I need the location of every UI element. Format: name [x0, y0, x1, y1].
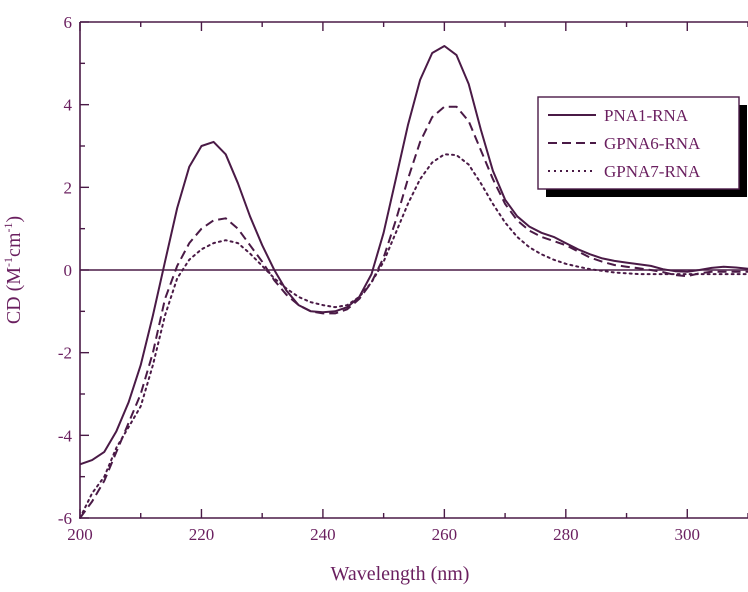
y-tick-label: 6 — [64, 13, 73, 32]
legend-label-gpna6-rna: GPNA6-RNA — [604, 134, 701, 153]
y-tick-label: -6 — [58, 509, 72, 528]
legend-label-pna1-rna: PNA1-RNA — [604, 106, 689, 125]
x-tick-label: 220 — [189, 525, 215, 544]
x-tick-label: 240 — [310, 525, 336, 544]
y-tick-label: -4 — [58, 426, 73, 445]
x-tick-label: 300 — [675, 525, 701, 544]
y-tick-label: 4 — [64, 96, 73, 115]
legend-label-gpna7-rna: GPNA7-RNA — [604, 162, 701, 181]
series-line-gpna6-rna — [79, 105, 748, 519]
legend-box — [537, 96, 740, 190]
series-line-gpna7-rna — [79, 153, 748, 519]
x-axis-label: Wavelength (nm) — [331, 563, 470, 585]
series-line-pna1-rna — [79, 45, 748, 466]
x-tick-label: 280 — [553, 525, 579, 544]
x-tick-label: 200 — [67, 525, 93, 544]
y-tick-label: 0 — [64, 261, 73, 280]
x-tick-label: 260 — [432, 525, 458, 544]
legend: PNA1-RNA GPNA6-RNA GPNA7-RNA — [537, 96, 747, 197]
y-tick-label: -2 — [58, 344, 72, 363]
plot-area — [79, 45, 748, 519]
axes: 200 220 240 260 280 300 -6 -4 -2 0 2 4 6 — [58, 13, 748, 544]
y-tick-label: 2 — [64, 178, 73, 197]
y-axis-label: CD (M-1cm-1) — [1, 216, 25, 324]
